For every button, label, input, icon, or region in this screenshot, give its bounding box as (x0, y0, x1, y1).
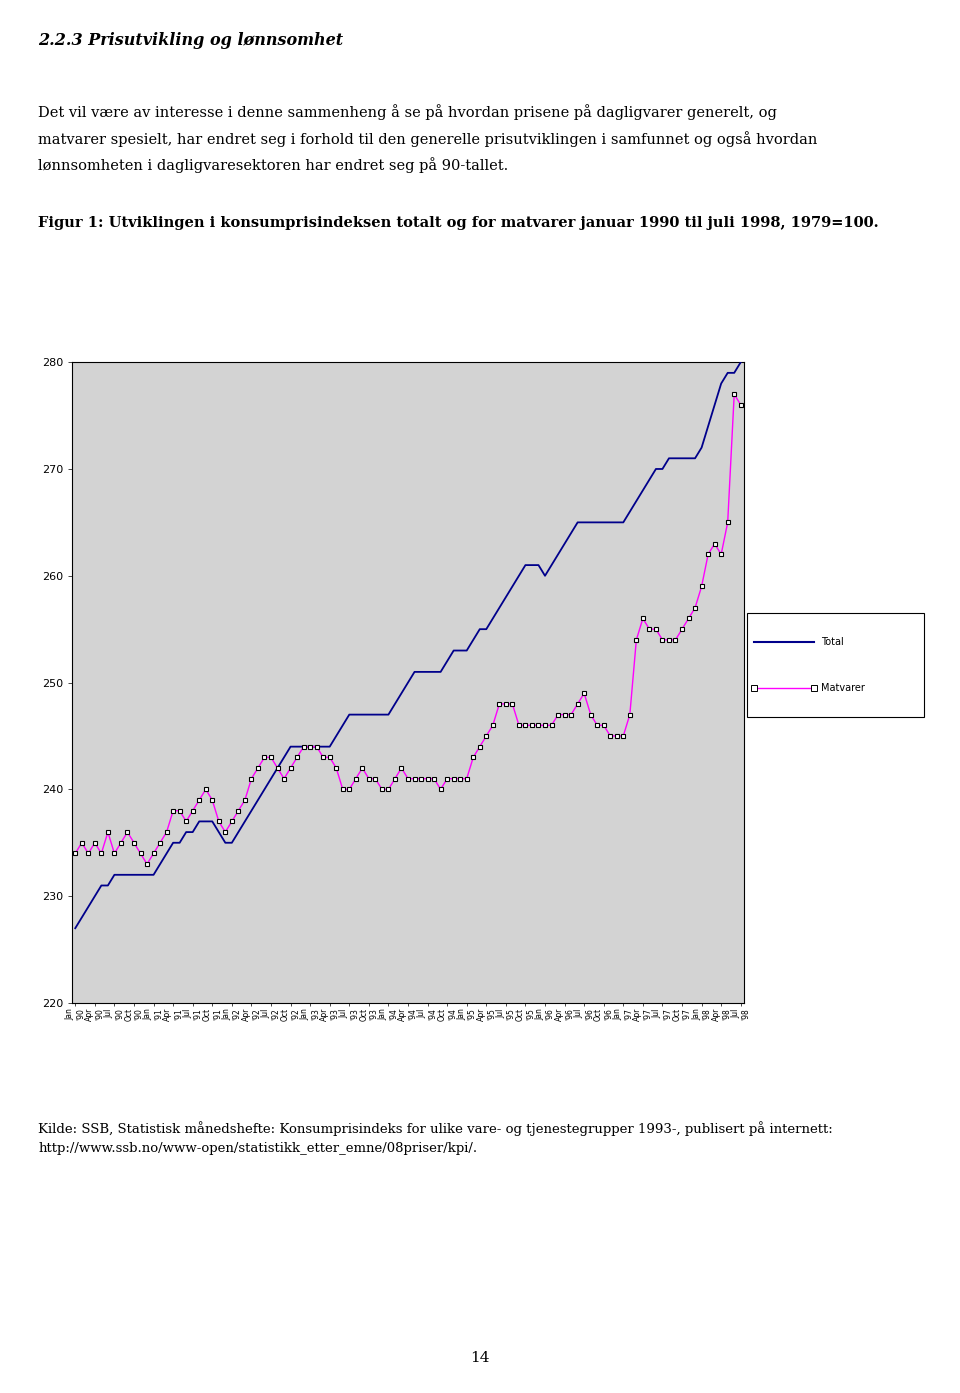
Text: 2.2.3 Prisutvikling og lønnsomhet: 2.2.3 Prisutvikling og lønnsomhet (38, 32, 344, 49)
Text: Kilde: SSB, Statistisk månedshefte: Konsumprisindeks for ulike vare- og tjeneste: Kilde: SSB, Statistisk månedshefte: Kons… (38, 1121, 833, 1137)
Text: 14: 14 (470, 1351, 490, 1365)
Text: Det vil være av interesse i denne sammenheng å se på hvordan prisene på dagligva: Det vil være av interesse i denne sammen… (38, 104, 778, 120)
Text: http://www.ssb.no/www-open/statistikk_etter_emne/08priser/kpi/.: http://www.ssb.no/www-open/statistikk_et… (38, 1142, 477, 1155)
Text: Total: Total (822, 637, 844, 648)
Text: lønnsomheten i dagligvaresektoren har endret seg på 90-tallet.: lønnsomheten i dagligvaresektoren har en… (38, 157, 509, 173)
Text: Figur 1: Utviklingen i konsumprisindeksen totalt og for matvarer januar 1990 til: Figur 1: Utviklingen i konsumprisindekse… (38, 216, 879, 230)
Text: matvarer spesielt, har endret seg i forhold til den generelle prisutviklingen i : matvarer spesielt, har endret seg i forh… (38, 131, 818, 146)
Text: Matvarer: Matvarer (822, 683, 865, 694)
